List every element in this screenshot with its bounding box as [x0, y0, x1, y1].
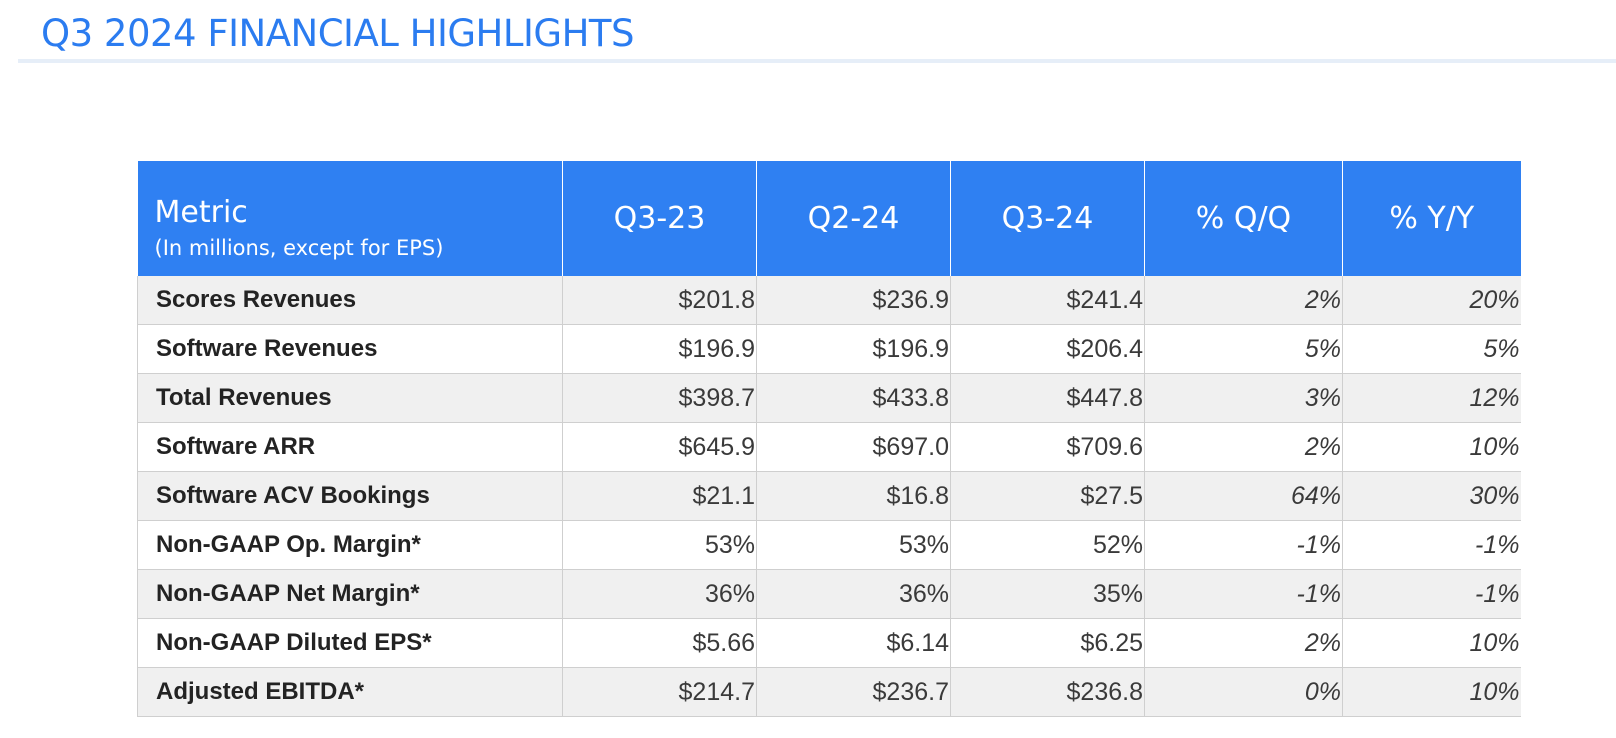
- q2-24-value: $196.9: [756, 324, 951, 374]
- table-row: Software ARR $645.9 $697.0 $709.6 2% 10%: [137, 422, 1521, 472]
- pct-yy-value: 10%: [1342, 667, 1521, 717]
- q3-24-value: $447.8: [950, 373, 1145, 423]
- pct-yy-value: 5%: [1342, 324, 1521, 374]
- pct-qq-value: 2%: [1144, 618, 1343, 668]
- metric-column-header: Metric (In millions, except for EPS): [137, 161, 563, 276]
- pct-yy-value: -1%: [1342, 569, 1521, 619]
- q3-23-value: 36%: [562, 569, 757, 619]
- q3-24-value: $241.4: [950, 276, 1145, 325]
- pct-qq-value: -1%: [1144, 569, 1343, 619]
- q3-23-value: $201.8: [562, 276, 757, 325]
- table-row: Adjusted EBITDA* $214.7 $236.7 $236.8 0% 10%: [137, 667, 1521, 717]
- pct-yy-value: 10%: [1342, 618, 1521, 668]
- q3-23-value: $214.7: [562, 667, 757, 717]
- q3-23-value: 53%: [562, 520, 757, 570]
- row-label: Total Revenues: [137, 373, 563, 423]
- q2-24-value: $6.14: [756, 618, 951, 668]
- table-row: Non-GAAP Diluted EPS* $5.66 $6.14 $6.25 2% 10…: [137, 618, 1521, 668]
- q3-23-value: $5.66: [562, 618, 757, 668]
- pct-qq-value: 3%: [1144, 373, 1343, 423]
- table-row: Non-GAAP Net Margin* 36% 36% 35% -1% -1%: [137, 569, 1521, 619]
- q3-24-value: 52%: [950, 520, 1145, 570]
- column-header-q2-24: Q2-24: [756, 161, 951, 276]
- financial-highlights-table: Metric (In millions, except for EPS) Q3-…: [137, 161, 1521, 717]
- table-body: Scores Revenues $201.8 $236.9 $241.4 2% 20% So…: [137, 276, 1521, 717]
- q2-24-value: $433.8: [756, 373, 951, 423]
- q3-24-value: $6.25: [950, 618, 1145, 668]
- q3-23-value: $398.7: [562, 373, 757, 423]
- pct-yy-value: -1%: [1342, 520, 1521, 570]
- table-row: Total Revenues $398.7 $433.8 $447.8 3% 12%: [137, 373, 1521, 423]
- pct-qq-value: 64%: [1144, 471, 1343, 521]
- table-header-row: Metric (In millions, except for EPS) Q3-…: [137, 161, 1521, 276]
- row-label: Scores Revenues: [137, 276, 563, 325]
- table-row: Scores Revenues $201.8 $236.9 $241.4 2% 20%: [137, 276, 1521, 325]
- q2-24-value: $697.0: [756, 422, 951, 472]
- row-label: Software Revenues: [137, 324, 563, 374]
- q3-23-value: $645.9: [562, 422, 757, 472]
- row-label: Software ARR: [137, 422, 563, 472]
- pct-qq-value: -1%: [1144, 520, 1343, 570]
- q2-24-value: $236.9: [756, 276, 951, 325]
- row-label: Non-GAAP Net Margin*: [137, 569, 563, 619]
- column-header-q3-24: Q3-24: [950, 161, 1145, 276]
- q2-24-value: 36%: [756, 569, 951, 619]
- pct-qq-value: 2%: [1144, 276, 1343, 325]
- column-header-pct-qq: % Q/Q: [1144, 161, 1343, 276]
- title-divider: [18, 59, 1616, 63]
- metric-header-note: (In millions, except for EPS): [154, 235, 444, 260]
- q3-24-value: $236.8: [950, 667, 1145, 717]
- row-label: Software ACV Bookings: [137, 471, 563, 521]
- row-label: Adjusted EBITDA*: [137, 667, 563, 717]
- table-row: Software Revenues $196.9 $196.9 $206.4 5% 5%: [137, 324, 1521, 374]
- column-header-q3-23: Q3-23: [562, 161, 757, 276]
- pct-yy-value: 10%: [1342, 422, 1521, 472]
- q2-24-value: $236.7: [756, 667, 951, 717]
- pct-yy-value: 20%: [1342, 276, 1521, 325]
- q3-23-value: $21.1: [562, 471, 757, 521]
- pct-yy-value: 30%: [1342, 471, 1521, 521]
- q2-24-value: $16.8: [756, 471, 951, 521]
- q3-24-value: $206.4: [950, 324, 1145, 374]
- q3-23-value: $196.9: [562, 324, 757, 374]
- table-row: Software ACV Bookings $21.1 $16.8 $27.5 64% 3…: [137, 471, 1521, 521]
- pct-qq-value: 0%: [1144, 667, 1343, 717]
- table-row: Non-GAAP Op. Margin* 53% 53% 52% -1% -1%: [137, 520, 1521, 570]
- q2-24-value: 53%: [756, 520, 951, 570]
- row-label: Non-GAAP Op. Margin*: [137, 520, 563, 570]
- pct-yy-value: 12%: [1342, 373, 1521, 423]
- pct-qq-value: 5%: [1144, 324, 1343, 374]
- metric-header-label: Metric: [154, 194, 248, 230]
- q3-24-value: $709.6: [950, 422, 1145, 472]
- column-header-pct-yy: % Y/Y: [1342, 161, 1521, 276]
- q3-24-value: 35%: [950, 569, 1145, 619]
- page-title: Q3 2024 FINANCIAL HIGHLIGHTS: [41, 12, 634, 55]
- q3-24-value: $27.5: [950, 471, 1145, 521]
- row-label: Non-GAAP Diluted EPS*: [137, 618, 563, 668]
- pct-qq-value: 2%: [1144, 422, 1343, 472]
